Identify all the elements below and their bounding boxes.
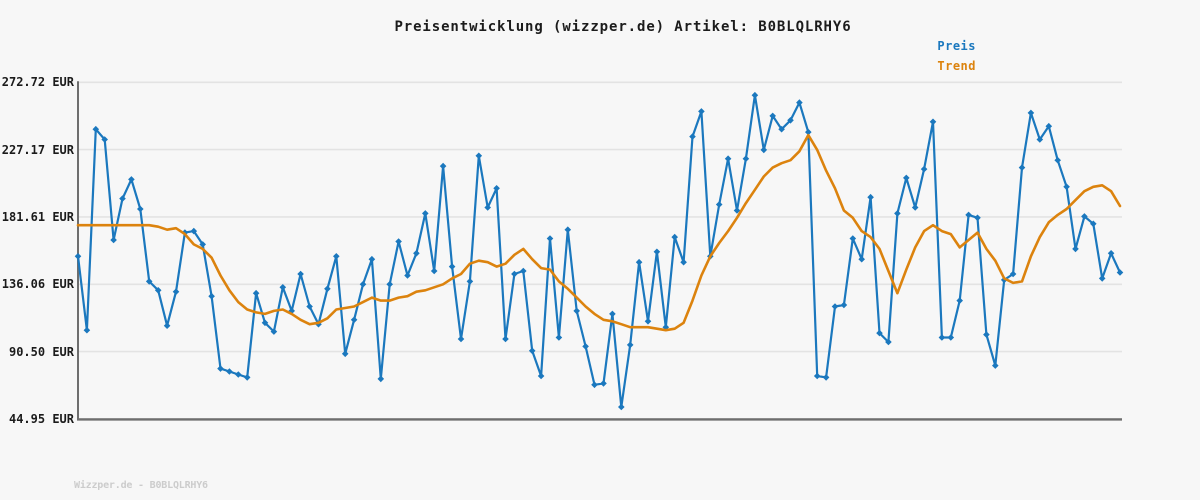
y-axis-label: 136.06 EUR [1,277,74,292]
legend-item-trend: Trend [937,59,976,73]
y-axis-label: 272.72 EUR [1,75,74,90]
chart-title: Preisentwicklung (wizzper.de) Artikel: B… [394,19,852,35]
legend-item-preis: Preis [937,39,976,53]
y-axis-label: 227.17 EUR [1,142,74,157]
watermark: Wizzper.de - B0BLQLRHY6 [74,480,208,491]
y-axis-label: 181.61 EUR [1,209,74,224]
y-axis-label: 90.50 EUR [8,344,74,359]
y-axis-label: 44.95 EUR [8,411,74,426]
price-markers [74,91,1124,411]
legend: Preis Trend [937,36,976,76]
